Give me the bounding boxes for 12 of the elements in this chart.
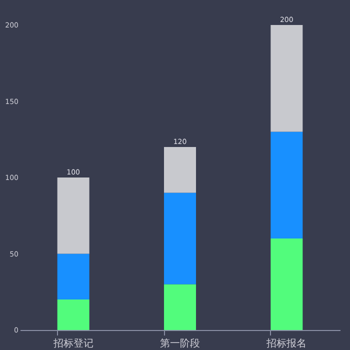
bar: [57, 300, 90, 330]
bar: [57, 254, 90, 300]
x-tick-label: 第一阶段: [160, 338, 200, 350]
bar: [164, 192, 196, 284]
x-tick-label: 招标报名: [266, 338, 307, 350]
x-tick-label: 招标登记: [52, 338, 94, 350]
bar: [164, 147, 196, 193]
bar: [270, 132, 303, 238]
bar: [57, 178, 90, 254]
bar: [164, 284, 196, 330]
bar: [270, 238, 303, 330]
bar: [270, 25, 303, 132]
